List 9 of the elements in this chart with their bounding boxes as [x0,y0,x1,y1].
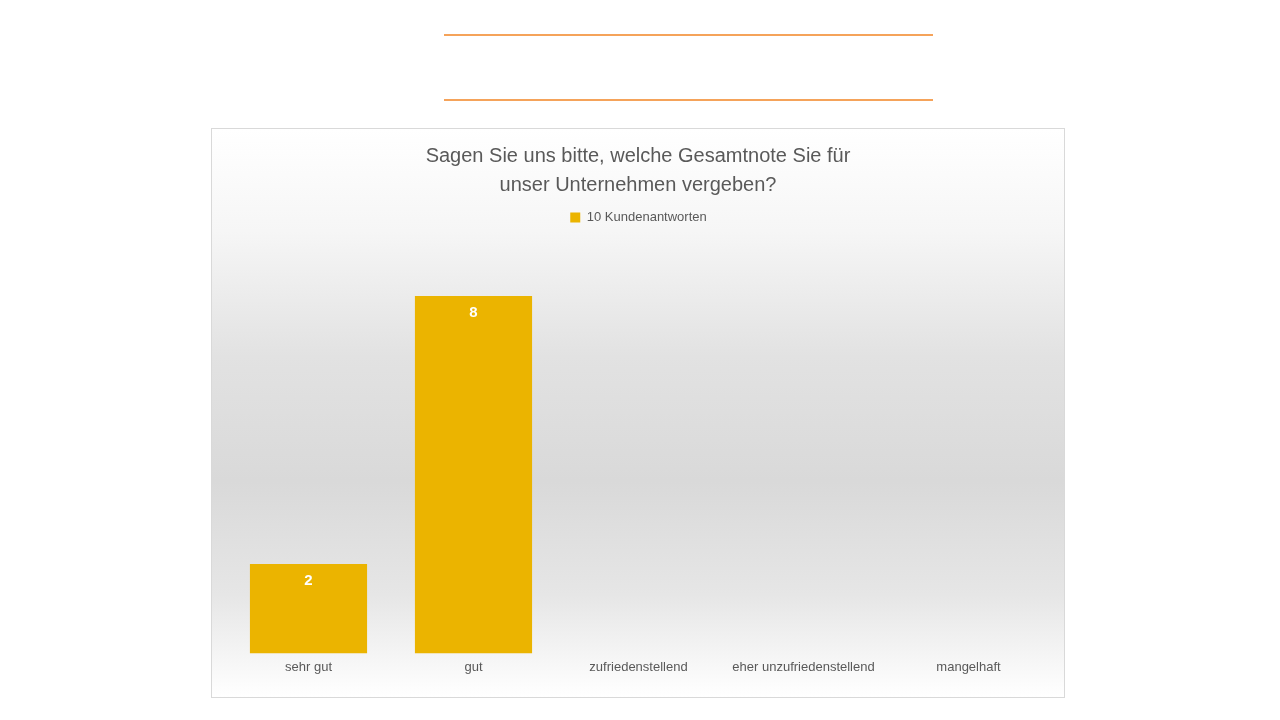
x-tick-label: eher unzufriedenstellend [732,658,875,674]
legend-label: 10 Kundenantworten [586,209,707,225]
chart-title: Sagen Sie uns bitte, welche Gesamtnote Sie für unser Unternehmen vergeben? [424,143,852,197]
data-label: 2 [304,571,313,589]
x-tick-label: sehr gut [285,658,333,674]
x-tick-label: gut [464,658,483,674]
data-label: 8 [469,303,478,321]
x-tick-label: mangelhaft [936,658,1002,674]
x-tick-label: zufriedenstellend [589,658,688,674]
